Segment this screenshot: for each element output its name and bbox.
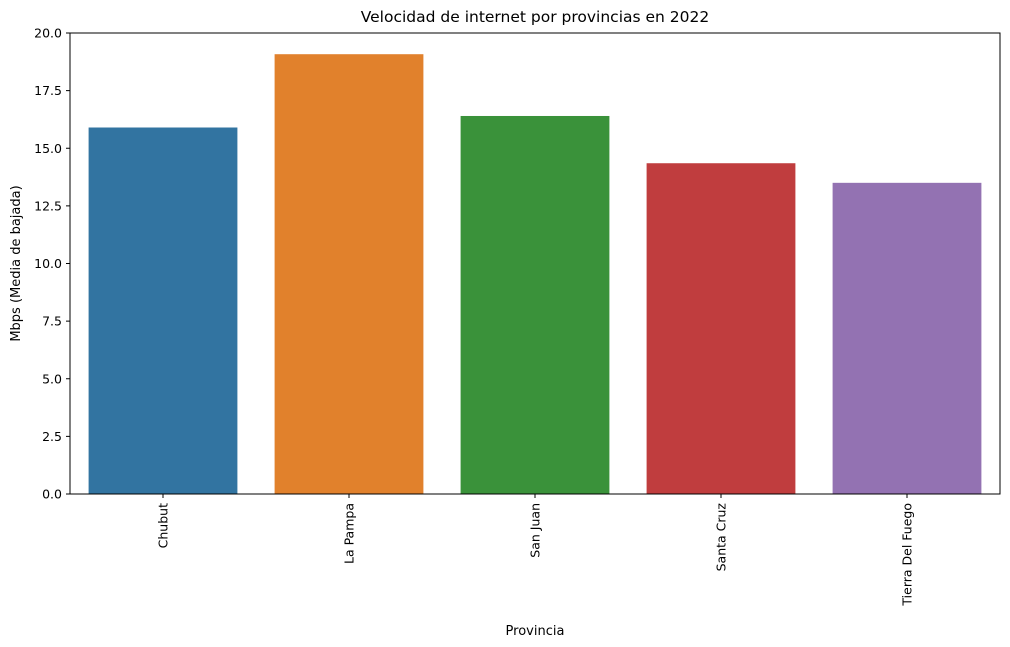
bars-group xyxy=(88,54,982,495)
bar-tierra-del-fuego xyxy=(832,182,982,494)
y-tick-label: 20.0 xyxy=(34,26,62,41)
x-axis: Chubut La Pampa San Juan Santa Cruz Tierra D… xyxy=(156,494,915,607)
y-tick-label: 10.0 xyxy=(34,256,62,271)
y-axis-label: Mbps (Media de bajada) xyxy=(9,185,24,341)
x-axis-label: Provincia xyxy=(506,624,565,639)
y-tick-label: 17.5 xyxy=(34,83,62,98)
y-tick-label: 5.0 xyxy=(42,371,62,386)
x-tick-label: Chubut xyxy=(156,503,171,548)
y-tick-label: 7.5 xyxy=(42,314,62,329)
bar-chubut xyxy=(88,127,238,494)
y-axis: 0.0 2.5 5.0 7.5 10.0 12.5 15.0 17.5 20.0 xyxy=(34,26,70,502)
y-tick-label: 2.5 xyxy=(42,429,62,444)
y-tick-label: 0.0 xyxy=(42,487,62,502)
x-tick-label: Tierra Del Fuego xyxy=(900,503,915,607)
plot-frame xyxy=(69,32,1001,495)
y-tick-label: 12.5 xyxy=(34,198,62,213)
bar-santa-cruz xyxy=(646,163,796,495)
bar-san-juan xyxy=(460,115,610,494)
x-tick-label: La Pampa xyxy=(342,503,357,564)
x-tick-label: San Juan xyxy=(528,503,543,558)
y-tick-label: 15.0 xyxy=(34,141,62,156)
bar-la-pampa xyxy=(274,54,424,495)
chart-title: Velocidad de internet por provincias en … xyxy=(361,8,710,26)
x-tick-label: Santa Cruz xyxy=(714,503,729,572)
